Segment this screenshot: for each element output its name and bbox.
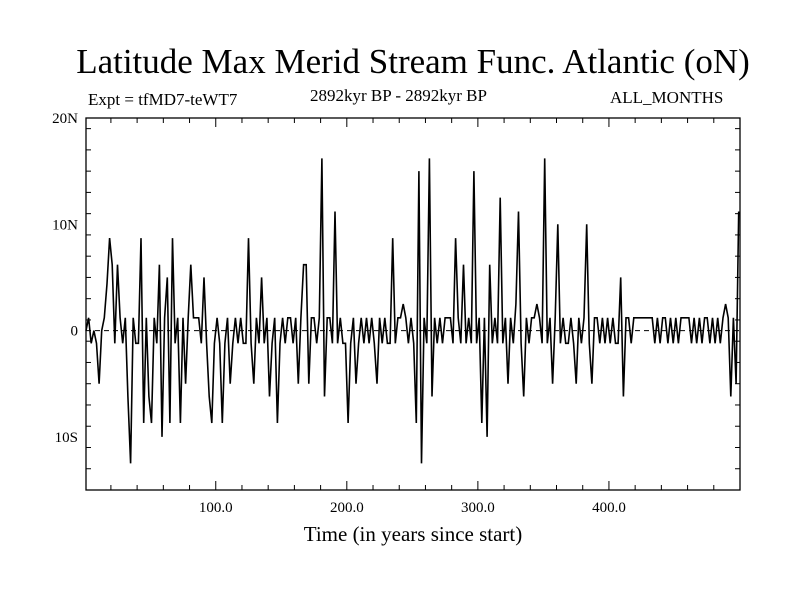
period-label: 2892kyr BP - 2892kyr BP [310, 86, 487, 105]
x-tick-label: 100.0 [199, 500, 233, 516]
axes-layer: 100.0 200.0 300.0 400.0 20N 10N 0 10S [52, 111, 741, 516]
y-tick-label: 0 [71, 324, 79, 340]
months-label: ALL_MONTHS [610, 88, 724, 107]
data-layer [85, 158, 740, 464]
x-tick-label: 300.0 [461, 500, 495, 516]
y-tick-label: 10S [55, 430, 78, 446]
x-tick-label: 200.0 [330, 500, 364, 516]
series-line [85, 158, 740, 464]
y-tick-label: 20N [52, 111, 78, 127]
x-axis-label: Time (in years since start) [303, 522, 523, 546]
plot-frame [85, 117, 741, 491]
experiment-label: Expt = tfMD7-teWT7 [88, 90, 238, 109]
chart-title: Latitude Max Merid Stream Func. Atlantic… [76, 42, 750, 81]
x-tick-label: 400.0 [592, 500, 626, 516]
y-tick-label: 10N [52, 217, 78, 233]
